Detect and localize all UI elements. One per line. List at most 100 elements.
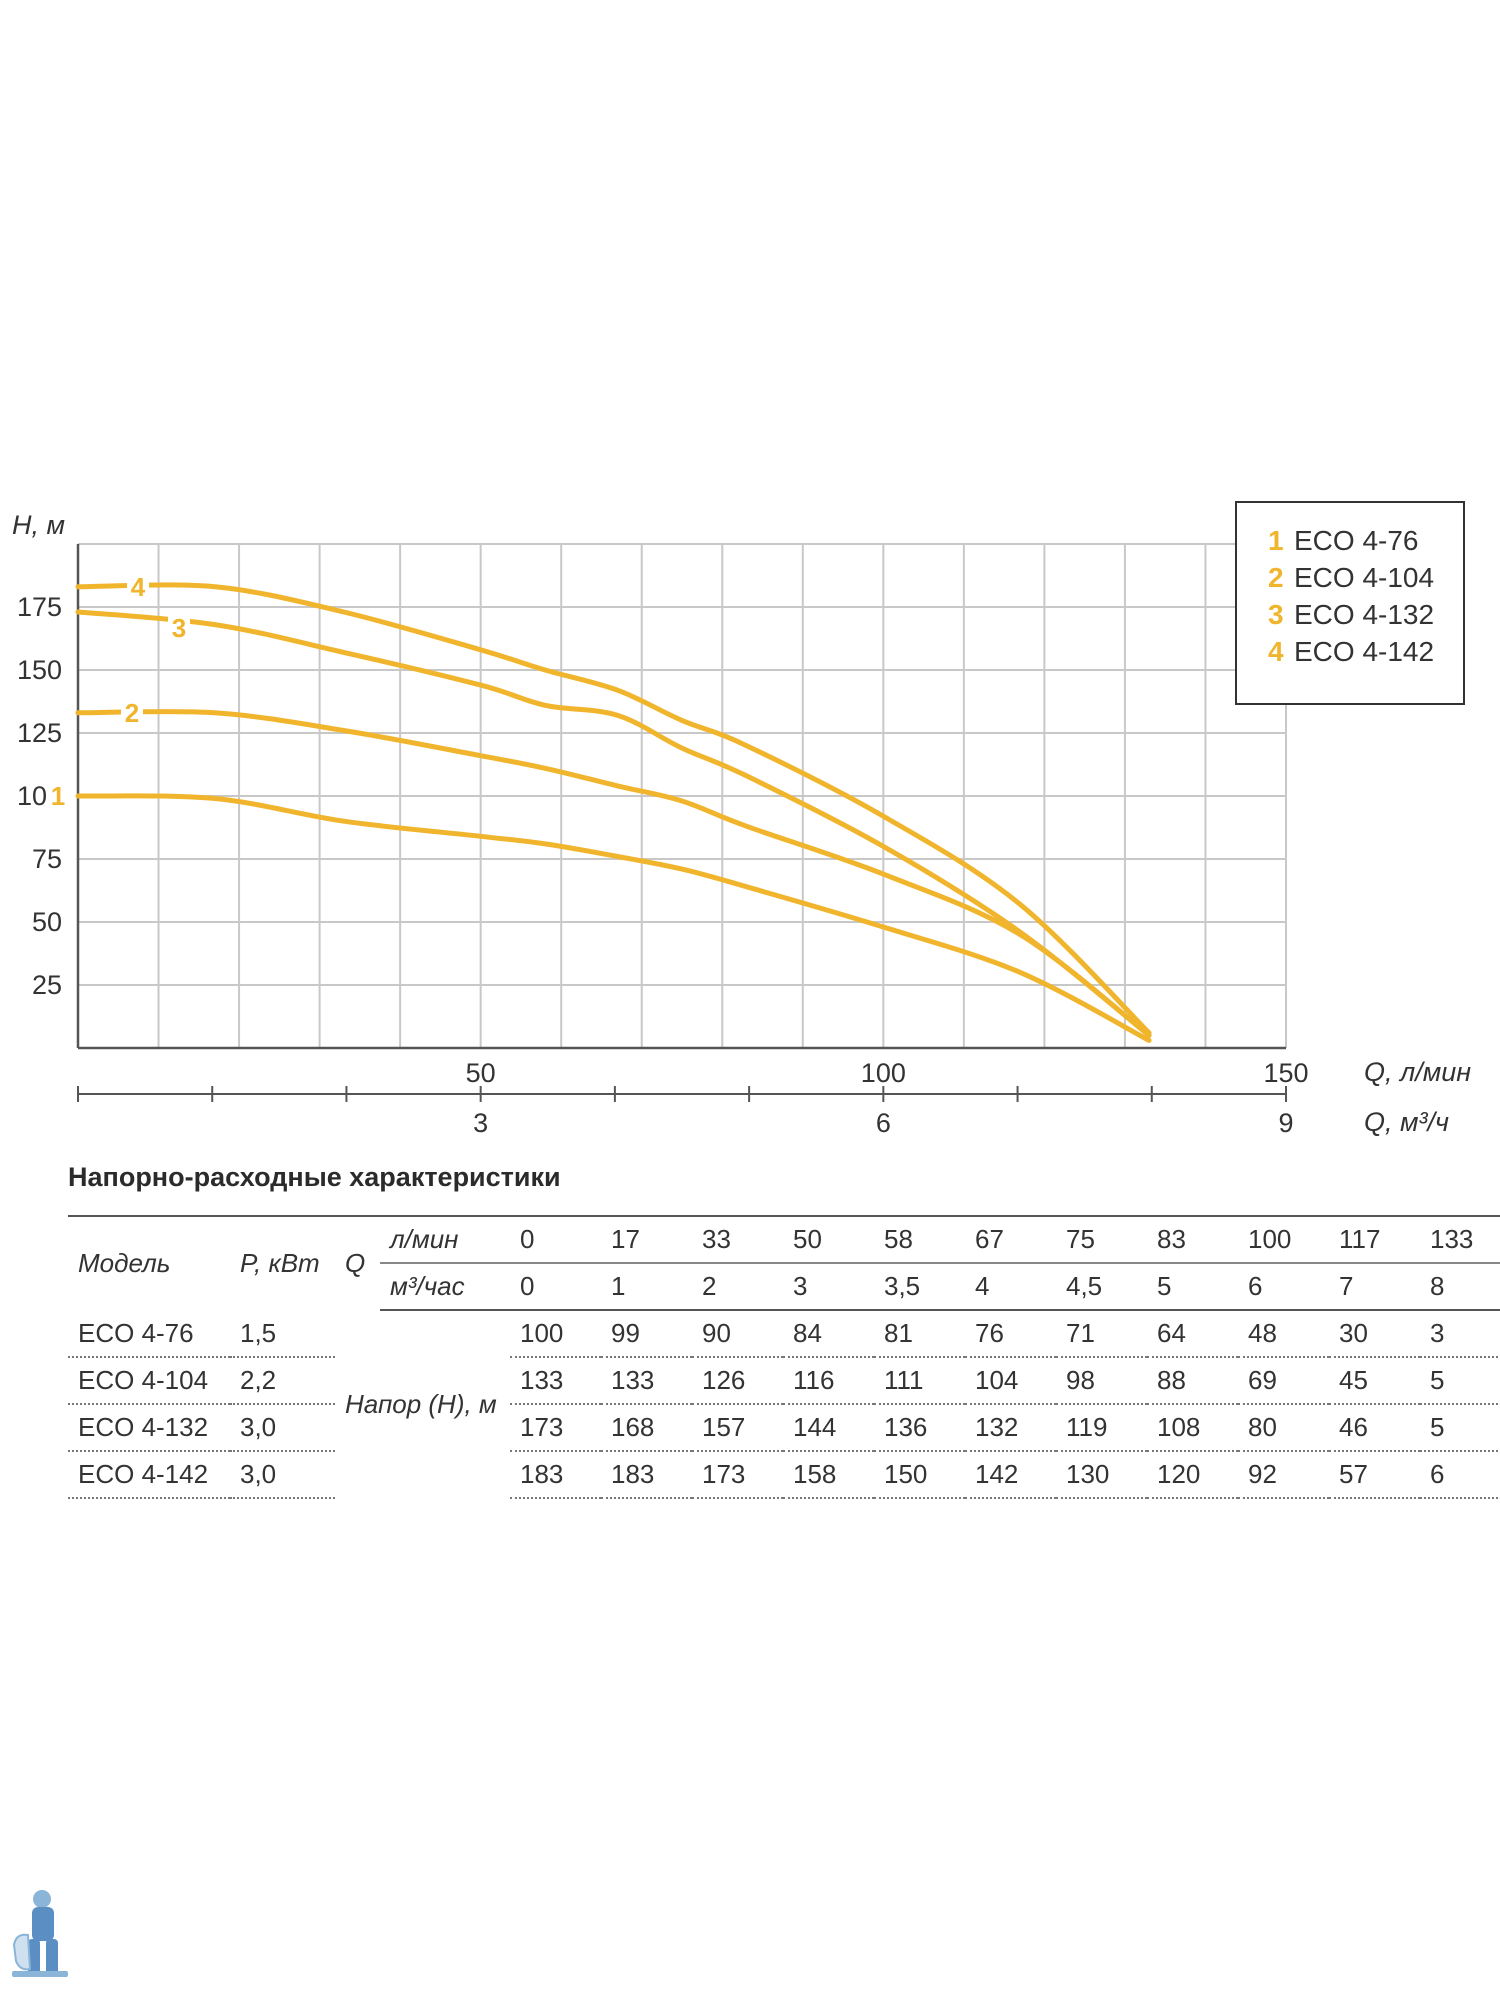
- head-value-cell: 30: [1329, 1310, 1420, 1358]
- model-cell: ECO 4-132: [68, 1404, 230, 1452]
- head-value-cell: 173: [692, 1451, 783, 1499]
- head-value-cell: 104: [965, 1357, 1056, 1405]
- q-lmin-cell: 133: [1420, 1215, 1500, 1264]
- y-tick-label: 125: [17, 718, 62, 748]
- head-value-cell: 99: [601, 1310, 692, 1358]
- q-lmin-cell: 83: [1147, 1215, 1238, 1264]
- head-value-cell: 3: [1420, 1310, 1500, 1358]
- curve-number-label: 1: [51, 781, 65, 811]
- head-value-cell: 84: [783, 1310, 874, 1358]
- col-power-header: P, кВт: [230, 1215, 335, 1310]
- head-value-cell: 168: [601, 1404, 692, 1452]
- head-value-cell: 46: [1329, 1404, 1420, 1452]
- curve-label-bg: [168, 613, 190, 644]
- q-m3h-cell: 7: [1329, 1263, 1420, 1311]
- x-axis-ticks: 50 100 150 3 6 9: [466, 1058, 1309, 1138]
- head-value-cell: 142: [965, 1451, 1056, 1499]
- head-value-cell: 116: [783, 1357, 874, 1405]
- x-tick-label-secondary: 9: [1278, 1108, 1293, 1138]
- header-row-m3h: м³/час 0 1 2 3 3,5 4 4,5 5 6 7 8: [68, 1263, 1500, 1311]
- x-tick-label-primary: 100: [861, 1058, 906, 1088]
- q-lmin-cell: 17: [601, 1215, 692, 1264]
- head-value-cell: 133: [510, 1357, 601, 1405]
- q-lmin-cell: 67: [965, 1215, 1056, 1264]
- head-value-cell: 48: [1238, 1310, 1329, 1358]
- legend-entry-label: ECO 4-142: [1294, 636, 1434, 667]
- head-value-cell: 132: [965, 1404, 1056, 1452]
- watermark: [1454, 1860, 1470, 1864]
- head-value-cell: 119: [1056, 1404, 1147, 1452]
- chart-series: 1 2 34: [47, 571, 1152, 1043]
- head-value-cell: 92: [1238, 1451, 1329, 1499]
- x-tick-label-secondary: 3: [473, 1108, 488, 1138]
- chart-legend: 1 ECO 4-76 2 ECO 4-104 3 ECO 4-132 4 ECO 4-142: [1235, 501, 1465, 705]
- x-axis-label-primary: Q, л/мин: [1364, 1057, 1471, 1087]
- q-m3h-cell: 0: [510, 1263, 601, 1311]
- y-tick-label: 150: [17, 655, 62, 685]
- y-tick-label: 175: [17, 592, 62, 622]
- head-value-cell: 150: [874, 1451, 965, 1499]
- y-tick-label: 25: [32, 970, 62, 1000]
- q-m3h-cell: 6: [1238, 1263, 1329, 1311]
- head-value-cell: 6: [1420, 1451, 1500, 1499]
- model-cell: ECO 4-104: [68, 1357, 230, 1405]
- head-value-cell: 133: [601, 1357, 692, 1405]
- q-m3h-cell: 5: [1147, 1263, 1238, 1311]
- table-title: Напорно-расходные характеристики: [68, 1162, 561, 1192]
- performance-table: Модель P, кВт Q л/мин 0 17 33 50 58 67 75 83 100…: [68, 1215, 1500, 1499]
- legend-number: 1: [1268, 525, 1284, 556]
- q-m3h-cell: 4: [965, 1263, 1056, 1311]
- curve-eco-4-76: [75, 793, 1152, 1043]
- table-row: ECO 4-132 3,0 173 168 157 144 136 132 119 108 80 46…: [68, 1404, 1500, 1452]
- header-row-lmin: Модель P, кВт Q л/мин 0 17 33 50 58 67 75 83 100…: [68, 1215, 1500, 1310]
- curve-eco-4-104: [75, 709, 1152, 1038]
- head-value-cell: 98: [1056, 1357, 1147, 1405]
- head-value-cell: 90: [692, 1310, 783, 1358]
- q-lmin-cell: 75: [1056, 1215, 1147, 1264]
- head-value-cell: 144: [783, 1404, 874, 1452]
- head-value-cell: 183: [510, 1451, 601, 1499]
- curve-label-bg: [127, 571, 149, 602]
- head-value-cell: 183: [601, 1451, 692, 1499]
- col-q-header: Q: [335, 1215, 380, 1310]
- power-cell: 3,0: [230, 1451, 335, 1499]
- head-value-cell: 64: [1147, 1310, 1238, 1358]
- head-value-cell: 126: [692, 1357, 783, 1405]
- curve-number-label: 2: [125, 698, 139, 728]
- power-cell: 1,5: [230, 1310, 335, 1358]
- head-value-cell: 158: [783, 1451, 874, 1499]
- q-m3h-cell: 3: [783, 1263, 874, 1311]
- legend-entry-label: ECO 4-132: [1294, 599, 1434, 630]
- curve-number-label: 4: [131, 572, 146, 602]
- head-value-cell: 69: [1238, 1357, 1329, 1405]
- q-lmin-cell: 50: [783, 1215, 874, 1264]
- head-value-cell: 130: [1056, 1451, 1147, 1499]
- y-tick-label: 50: [32, 907, 62, 937]
- legend-number: 4: [1268, 636, 1284, 667]
- head-value-cell: 173: [510, 1404, 601, 1452]
- x-tick-label-secondary: 6: [876, 1108, 891, 1138]
- q-lmin-cell: 33: [692, 1215, 783, 1264]
- head-label-cell: Напор (Н), м: [345, 1389, 497, 1419]
- head-value-cell: 157: [692, 1404, 783, 1452]
- table-row: ECO 4-76 1,5 Напор (Н), м 100 99 90 84 81 76 71 64…: [68, 1310, 1500, 1419]
- y-tick-label: 75: [32, 844, 62, 874]
- head-value-cell: 111: [874, 1357, 965, 1405]
- head-value-cell: 57: [1329, 1451, 1420, 1499]
- head-value-cell: 5: [1420, 1357, 1500, 1405]
- head-value-cell: 100: [510, 1310, 601, 1358]
- legend-number: 3: [1268, 599, 1284, 630]
- unit-m3h: м³/час: [380, 1263, 510, 1311]
- curve-eco-4-142: [75, 582, 1152, 1036]
- col-model-header: Модель: [68, 1215, 230, 1310]
- q-lmin-cell: 58: [874, 1215, 965, 1264]
- head-value-cell: 80: [1238, 1404, 1329, 1452]
- x-tick-label-primary: 150: [1263, 1058, 1308, 1088]
- head-value-cell: 88: [1147, 1357, 1238, 1405]
- model-cell: ECO 4-76: [68, 1310, 230, 1358]
- power-cell: 3,0: [230, 1404, 335, 1452]
- chart-grid: [77, 543, 1287, 1049]
- plumber-mascot-icon: [12, 1890, 68, 1977]
- q-m3h-cell: 8: [1420, 1263, 1500, 1311]
